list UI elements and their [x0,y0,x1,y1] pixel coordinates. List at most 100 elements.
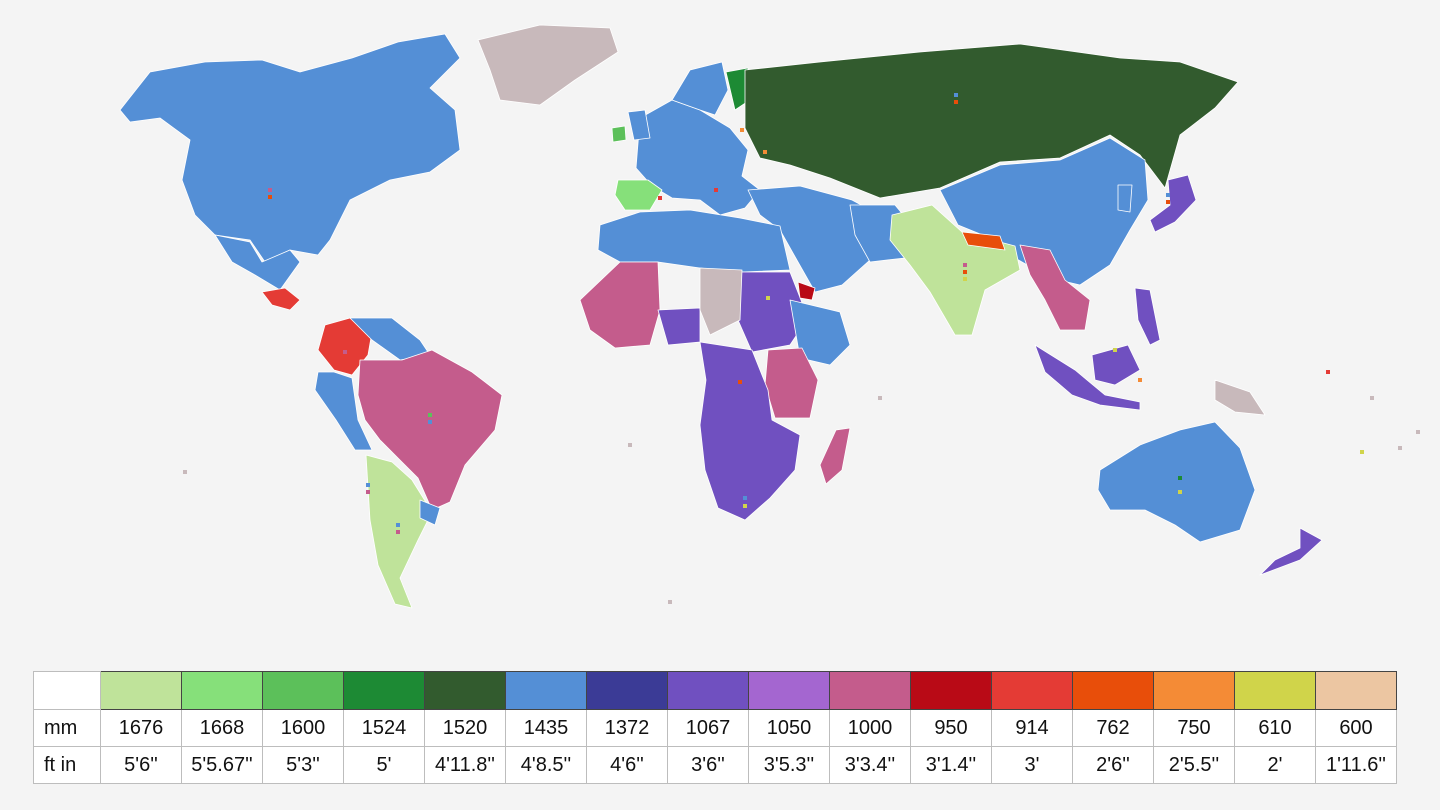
legend-swatch-1600 [262,671,344,710]
legend-ftin-1372: 4'6'' [586,746,668,784]
region-japan [1149,174,1197,233]
legend-mm-label: mm [33,709,101,747]
region-uk [627,109,651,141]
legend-mm-1067: 1067 [667,709,749,747]
map-marker [1398,446,1402,450]
region-korea [1117,184,1133,213]
map-marker [878,396,882,400]
map-marker [766,296,770,300]
region-india [889,204,1021,336]
legend-ftin-label: ft in [33,746,101,784]
region-southeast-asia [1019,244,1091,331]
legend-mm-1000: 1000 [829,709,911,747]
map-marker [1113,348,1117,352]
region-indonesia [1034,344,1141,411]
region-australia [1097,421,1256,543]
region-central-america [261,287,301,311]
map-marker [396,523,400,527]
legend-ftin-1050: 3'5.3'' [748,746,830,784]
legend-ftin-1524: 5' [343,746,425,784]
gauge-legend: mm 1676 1668 1600 1524 1520 1435 1372 1067 1050 1… [33,671,1397,784]
map-marker [268,195,272,199]
region-new-zealand [1259,527,1323,576]
region-nepal [961,231,1006,251]
legend-mm-600: 600 [1315,709,1397,747]
region-north-america [119,33,461,263]
map-marker [1178,490,1182,494]
legend-ftin-914: 3' [991,746,1073,784]
legend-swatch-1372 [586,671,668,710]
region-philippines [1134,287,1161,346]
legend-swatch-1676 [100,671,182,710]
legend-mm-762: 762 [1072,709,1154,747]
map-marker [736,88,740,92]
map-marker [954,100,958,104]
region-nigeria [657,307,701,346]
world-map [119,24,1420,609]
map-marker [1166,193,1170,197]
legend-swatch-762 [1072,671,1154,710]
map-marker [1166,200,1170,204]
map-marker [396,530,400,534]
legend-ftin-1676: 5'6'' [100,746,182,784]
map-marker [963,270,967,274]
region-mexico [214,234,301,291]
legend-ftin-row: ft in 5'6'' 5'5.67'' 5'3'' 5' 4'11.8'' 4'8.5'… [33,746,1397,784]
region-peru [314,371,373,451]
legend-mm-914: 914 [991,709,1073,747]
legend-swatch-1668 [181,671,263,710]
map-marker [738,380,742,384]
map-marker [954,93,958,97]
legend-mm-1520: 1520 [424,709,506,747]
legend-ftin-950: 3'1.4'' [910,746,992,784]
map-marker [1416,430,1420,434]
legend-ftin-1668: 5'5.67'' [181,746,263,784]
map-marker [1370,396,1374,400]
region-borneo [1091,344,1141,386]
legend-ftin-1067: 3'6'' [667,746,749,784]
region-iberia [614,179,663,211]
region-north-africa [597,209,791,273]
region-greenland [477,24,619,106]
legend-swatch-950 [910,671,992,710]
legend-swatch-1000 [829,671,911,710]
region-russia [744,43,1239,199]
legend-mm-750: 750 [1153,709,1235,747]
legend-mm-row: mm 1676 1668 1600 1524 1520 1435 1372 1067 1050 1… [33,709,1397,747]
map-marker [1360,450,1364,454]
map-marker [1178,476,1182,480]
map-marker [366,490,370,494]
map-marker [740,128,744,132]
map-marker [628,443,632,447]
legend-swatch-1524 [343,671,425,710]
region-madagascar [819,427,851,485]
map-marker [343,350,347,354]
legend-mm-1524: 1524 [343,709,425,747]
legend-mm-1600: 1600 [262,709,344,747]
legend-swatch-1050 [748,671,830,710]
map-marker [963,263,967,267]
legend-ftin-1435: 4'8.5'' [505,746,587,784]
map-marker [268,188,272,192]
map-marker [963,277,967,281]
region-eritrea [797,281,816,301]
legend-swatch-600 [1315,671,1397,710]
legend-swatch-row [33,671,1397,710]
legend-ftin-1000: 3'3.4'' [829,746,911,784]
legend-swatch-610 [1234,671,1316,710]
legend-swatch-750 [1153,671,1235,710]
legend-table: mm 1676 1668 1600 1524 1520 1435 1372 1067 1050 1… [33,671,1397,784]
map-marker [1178,484,1182,488]
region-west-africa [579,261,661,349]
legend-ftin-762: 2'6'' [1072,746,1154,784]
legend-ftin-1600: 5'3'' [262,746,344,784]
map-marker [763,150,767,154]
map-marker [743,496,747,500]
legend-mm-950: 950 [910,709,992,747]
legend-mm-1372: 1372 [586,709,668,747]
map-marker [428,413,432,417]
map-marker [668,600,672,604]
legend-mm-1050: 1050 [748,709,830,747]
map-marker [658,196,662,200]
map-marker [1326,370,1330,374]
